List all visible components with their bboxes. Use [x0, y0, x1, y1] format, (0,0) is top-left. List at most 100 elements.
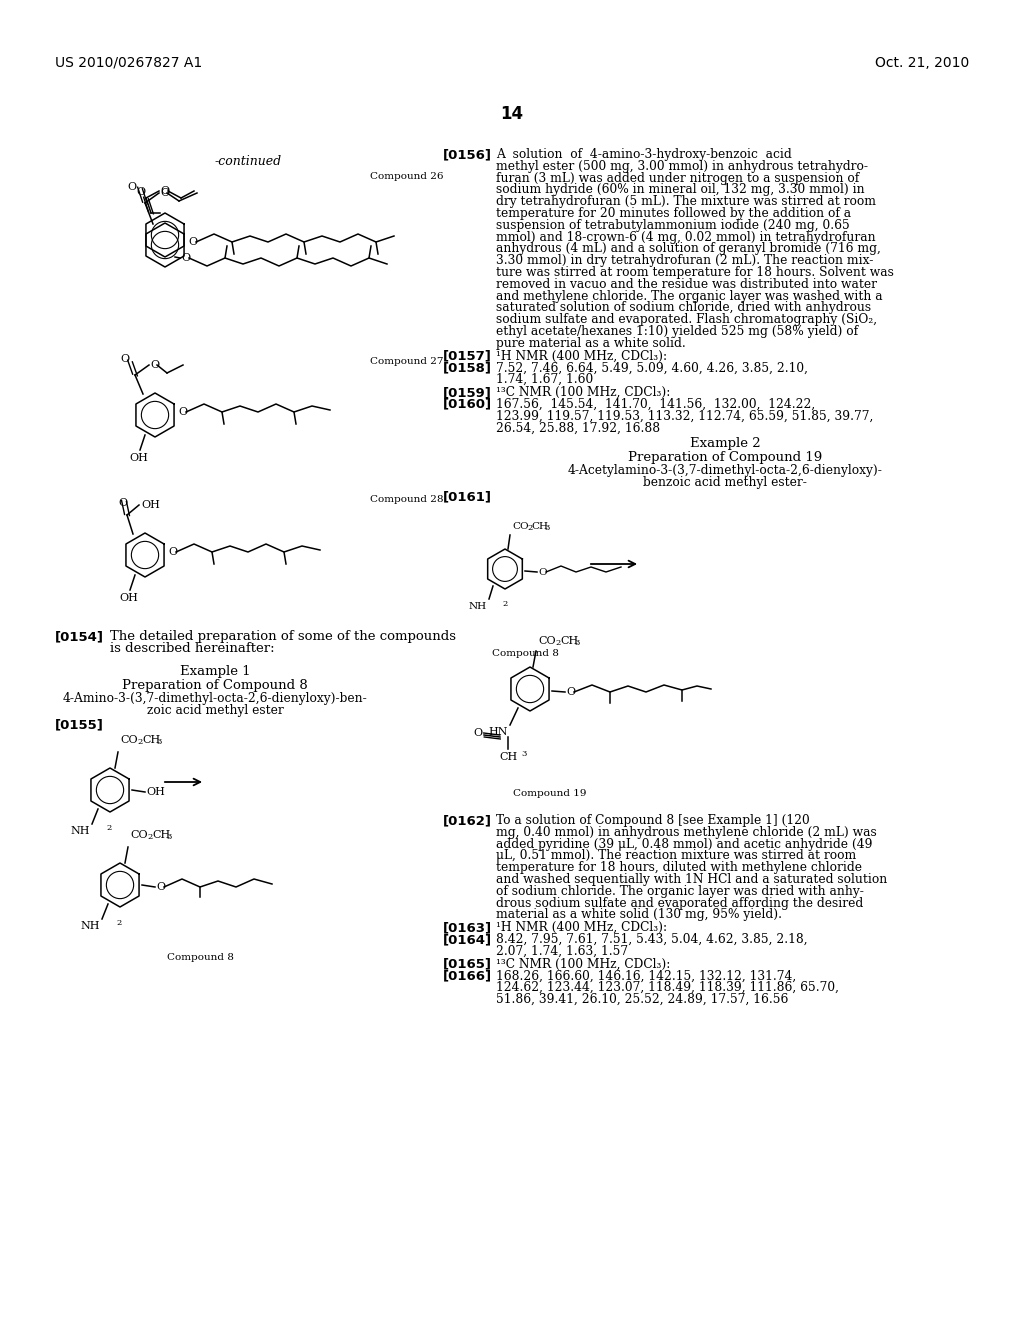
- Text: 2: 2: [555, 639, 560, 647]
- Text: ¹H NMR (400 MHz, CDCl₃):: ¹H NMR (400 MHz, CDCl₃):: [496, 350, 667, 363]
- Text: [0155]: [0155]: [55, 718, 103, 731]
- Text: [0161]: [0161]: [443, 490, 492, 503]
- Text: anhydrous (4 mL) and a solution of geranyl bromide (716 mg,: anhydrous (4 mL) and a solution of geran…: [496, 243, 881, 255]
- Text: pure material as a white solid.: pure material as a white solid.: [496, 337, 686, 350]
- Text: is described hereinafter:: is described hereinafter:: [110, 642, 274, 655]
- Text: US 2010/0267827 A1: US 2010/0267827 A1: [55, 55, 203, 70]
- Text: sodium sulfate and evaporated. Flash chromatography (SiO₂,: sodium sulfate and evaporated. Flash chr…: [496, 313, 878, 326]
- Text: drous sodium sulfate and evaporated affording the desired: drous sodium sulfate and evaporated affo…: [496, 896, 863, 909]
- Text: OH: OH: [120, 593, 138, 603]
- Text: CH: CH: [499, 752, 517, 762]
- Text: 8.42, 7.95, 7.61, 7.51, 5.43, 5.04, 4.62, 3.85, 2.18,: 8.42, 7.95, 7.61, 7.51, 5.43, 5.04, 4.62…: [496, 933, 808, 946]
- Text: Compound 28: Compound 28: [370, 495, 443, 504]
- Text: HN: HN: [488, 727, 508, 737]
- Text: 1.74, 1.67, 1.60: 1.74, 1.67, 1.60: [496, 374, 593, 387]
- Text: ethyl acetate/hexanes 1:10) yielded 525 mg (58% yield) of: ethyl acetate/hexanes 1:10) yielded 525 …: [496, 325, 858, 338]
- Text: A  solution  of  4-amino-3-hydroxy-benzoic  acid: A solution of 4-amino-3-hydroxy-benzoic …: [496, 148, 792, 161]
- Text: [0154]: [0154]: [55, 630, 104, 643]
- Text: ture was stirred at room temperature for 18 hours. Solvent was: ture was stirred at room temperature for…: [496, 267, 894, 279]
- Text: -continued: -continued: [214, 154, 282, 168]
- Text: 2: 2: [502, 601, 507, 609]
- Text: 3: 3: [544, 524, 549, 532]
- Text: NH: NH: [469, 602, 487, 611]
- Text: 3: 3: [166, 833, 171, 841]
- Text: 123.99, 119.57, 119.53, 113.32, 112.74, 65.59, 51.85, 39.77,: 123.99, 119.57, 119.53, 113.32, 112.74, …: [496, 409, 873, 422]
- Text: O: O: [121, 354, 130, 364]
- Text: To a solution of Compound 8 [see Example 1] (120: To a solution of Compound 8 [see Example…: [496, 814, 810, 828]
- Text: [0160]: [0160]: [443, 397, 493, 411]
- Text: saturated solution of sodium chloride, dried with anhydrous: saturated solution of sodium chloride, d…: [496, 301, 871, 314]
- Text: O: O: [127, 182, 136, 191]
- Text: 4-Acetylamino-3-(3,7-dimethyl-octa-2,6-dienyloxy)-: 4-Acetylamino-3-(3,7-dimethyl-octa-2,6-d…: [567, 465, 883, 478]
- Text: 3: 3: [521, 750, 526, 758]
- Text: ¹H NMR (400 MHz, CDCl₃):: ¹H NMR (400 MHz, CDCl₃):: [496, 921, 667, 935]
- Text: zoic acid methyl ester: zoic acid methyl ester: [146, 704, 284, 717]
- Text: and washed sequentially with 1N HCl and a saturated solution: and washed sequentially with 1N HCl and …: [496, 873, 887, 886]
- Text: Compound 8: Compound 8: [167, 953, 233, 962]
- Text: O: O: [188, 238, 198, 247]
- Text: [0166]: [0166]: [443, 969, 493, 982]
- Text: Compound 19: Compound 19: [513, 789, 587, 799]
- Text: mg, 0.40 mmol) in anhydrous methylene chloride (2 mL) was: mg, 0.40 mmol) in anhydrous methylene ch…: [496, 826, 877, 838]
- Text: CH: CH: [560, 636, 579, 645]
- Text: CO: CO: [512, 521, 528, 531]
- Text: O: O: [168, 546, 177, 557]
- Text: 168.26, 166.60, 146.16, 142.15, 132.12, 131.74,: 168.26, 166.60, 146.16, 142.15, 132.12, …: [496, 969, 797, 982]
- Text: O: O: [566, 686, 575, 697]
- Text: 2: 2: [527, 524, 532, 532]
- Text: added pyridine (39 μL, 0.48 mmol) and acetic anhydride (49: added pyridine (39 μL, 0.48 mmol) and ac…: [496, 838, 872, 850]
- Text: O: O: [160, 186, 169, 195]
- Text: 2: 2: [116, 919, 121, 927]
- Text: The detailed preparation of some of the compounds: The detailed preparation of some of the …: [110, 630, 456, 643]
- Text: [0157]: [0157]: [443, 350, 492, 363]
- Text: CH: CH: [531, 521, 548, 531]
- Text: 2: 2: [106, 824, 112, 832]
- Text: 2.07, 1.74, 1.63, 1.57: 2.07, 1.74, 1.63, 1.57: [496, 945, 628, 958]
- Text: μL, 0.51 mmol). The reaction mixture was stirred at room: μL, 0.51 mmol). The reaction mixture was…: [496, 849, 856, 862]
- Text: NH: NH: [81, 921, 100, 931]
- Text: ¹³C NMR (100 MHz, CDCl₃):: ¹³C NMR (100 MHz, CDCl₃):: [496, 385, 671, 399]
- Text: temperature for 18 hours, diluted with methylene chloride: temperature for 18 hours, diluted with m…: [496, 861, 862, 874]
- Text: 2: 2: [147, 833, 153, 841]
- Text: [0163]: [0163]: [443, 921, 493, 935]
- Text: [0164]: [0164]: [443, 933, 493, 946]
- Text: Compound 27: Compound 27: [370, 356, 443, 366]
- Text: Preparation of Compound 19: Preparation of Compound 19: [628, 451, 822, 465]
- Text: 4-Amino-3-(3,7-dimethyl-octa-2,6-dienyloxy)-ben-: 4-Amino-3-(3,7-dimethyl-octa-2,6-dienylo…: [62, 692, 368, 705]
- Text: sodium hydride (60% in mineral oil, 132 mg, 3.30 mmol) in: sodium hydride (60% in mineral oil, 132 …: [496, 183, 864, 197]
- Text: [0165]: [0165]: [443, 957, 492, 970]
- Text: 51.86, 39.41, 26.10, 25.52, 24.89, 17.57, 16.56: 51.86, 39.41, 26.10, 25.52, 24.89, 17.57…: [496, 993, 788, 1006]
- Text: removed in vacuo and the residue was distributed into water: removed in vacuo and the residue was dis…: [496, 277, 877, 290]
- Text: Example 2: Example 2: [690, 437, 760, 450]
- Text: mmol) and 18-crown-6 (4 mg, 0.02 mmol) in tetrahydrofuran: mmol) and 18-crown-6 (4 mg, 0.02 mmol) i…: [496, 231, 876, 244]
- Text: material as a white solid (130 mg, 95% yield).: material as a white solid (130 mg, 95% y…: [496, 908, 782, 921]
- Text: O: O: [178, 407, 187, 417]
- Text: O: O: [119, 498, 128, 508]
- Text: 2: 2: [137, 738, 142, 746]
- Text: O: O: [160, 187, 169, 198]
- Text: O: O: [156, 882, 165, 892]
- Text: Compound 26: Compound 26: [370, 172, 443, 181]
- Text: suspension of tetrabutylammonium iodide (240 mg, 0.65: suspension of tetrabutylammonium iodide …: [496, 219, 850, 232]
- Text: 3: 3: [574, 639, 580, 647]
- Text: methyl ester (500 mg, 3.00 mmol) in anhydrous tetrahydro-: methyl ester (500 mg, 3.00 mmol) in anhy…: [496, 160, 868, 173]
- Text: dry tetrahydrofuran (5 mL). The mixture was stirred at room: dry tetrahydrofuran (5 mL). The mixture …: [496, 195, 876, 209]
- Text: [0162]: [0162]: [443, 814, 492, 828]
- Text: Example 1: Example 1: [179, 665, 250, 678]
- Text: CO: CO: [130, 830, 147, 840]
- Text: O: O: [538, 568, 547, 577]
- Text: Preparation of Compound 8: Preparation of Compound 8: [122, 678, 308, 692]
- Text: NH: NH: [71, 826, 90, 836]
- Text: CO: CO: [120, 735, 137, 744]
- Text: furan (3 mL) was added under nitrogen to a suspension of: furan (3 mL) was added under nitrogen to…: [496, 172, 859, 185]
- Text: O: O: [181, 253, 190, 263]
- Text: 7.52, 7.46, 6.64, 5.49, 5.09, 4.60, 4.26, 3.85, 2.10,: 7.52, 7.46, 6.64, 5.49, 5.09, 4.60, 4.26…: [496, 362, 808, 375]
- Text: Compound 8: Compound 8: [492, 649, 558, 657]
- Text: [0158]: [0158]: [443, 362, 492, 375]
- Text: 167.56,  145.54,  141.70,  141.56,  132.00,  124.22,: 167.56, 145.54, 141.70, 141.56, 132.00, …: [496, 397, 815, 411]
- Text: OH: OH: [130, 453, 148, 463]
- Text: 3: 3: [156, 738, 162, 746]
- Text: temperature for 20 minutes followed by the addition of a: temperature for 20 minutes followed by t…: [496, 207, 851, 220]
- Text: OH: OH: [141, 500, 160, 510]
- Text: [0159]: [0159]: [443, 385, 492, 399]
